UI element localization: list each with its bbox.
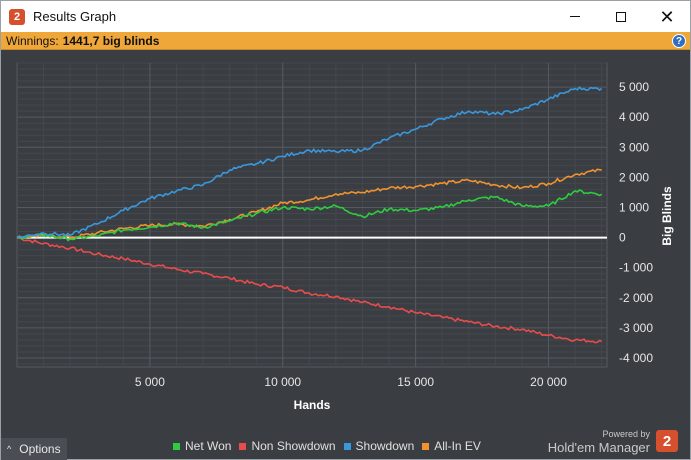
help-icon[interactable]: ?	[672, 34, 686, 48]
legend-item-showdown[interactable]: Showdown	[343, 439, 415, 453]
y-tick-label: 4 000	[619, 110, 649, 124]
y-tick-label: -2 000	[619, 291, 653, 305]
legend-item-net-won[interactable]: Net Won	[173, 439, 231, 453]
chart-lines	[16, 86, 603, 344]
legend-label: Net Won	[185, 439, 232, 453]
legend-label: Showdown	[355, 439, 415, 453]
powered-by: Powered by Hold'em Manager	[548, 429, 650, 455]
close-button[interactable]: ✕	[644, 1, 690, 32]
maximize-button[interactable]	[598, 1, 644, 32]
app-logo-icon: 2	[9, 8, 25, 25]
results-chart: 5 000 4 000 3 000 2 000 1 000 0 -1 000 -2 000 -3…	[1, 51, 690, 435]
legend-swatch	[173, 442, 180, 450]
options-button[interactable]: ^ Options	[1, 438, 67, 460]
maximize-icon	[616, 11, 626, 22]
title-bar[interactable]: 2 Results Graph ✕	[1, 1, 690, 32]
legend-item-all-in-ev[interactable]: All-In EV	[422, 439, 481, 453]
minimize-icon	[570, 16, 580, 17]
y-tick-label: -3 000	[619, 321, 653, 335]
legend-swatch	[239, 442, 247, 450]
chart-svg: 5 000 4 000 3 000 2 000 1 000 0 -1 000 -2 000 -3…	[16, 62, 674, 412]
series-line-all-in-ev	[16, 168, 602, 240]
legend-label: Non Showdown	[251, 439, 336, 453]
bottom-bar: ^ Options Net Won Non Showdown Showdown …	[1, 429, 690, 460]
series-line-non-showdown	[16, 236, 603, 344]
y-tick-label: 2 000	[619, 170, 649, 184]
legend-label: All-In EV	[434, 439, 481, 453]
x-tick-label: 5 000	[135, 375, 165, 389]
minimize-button[interactable]	[552, 1, 598, 32]
x-tick-label: 10 000	[264, 375, 301, 389]
caret-up-icon: ^	[7, 444, 12, 454]
x-tick-label: 20 000	[530, 375, 567, 389]
y-axis-label: Big Blinds	[660, 186, 674, 246]
window-controls: ✕	[552, 1, 690, 32]
winnings-label: Winnings:	[6, 33, 59, 48]
powered-by-label: Powered by	[602, 429, 650, 439]
y-tick-label: 0	[619, 231, 626, 245]
brand-name: Hold'em Manager	[547, 440, 650, 455]
x-tick-label: 15 000	[397, 375, 434, 389]
brand-logo-icon: 2	[656, 430, 678, 452]
legend-swatch	[343, 442, 351, 450]
chart-legend: Net Won Non Showdown Showdown All-In EV	[173, 439, 481, 453]
y-tick-label: 3 000	[619, 140, 649, 154]
close-icon: ✕	[659, 6, 675, 27]
y-tick-label: 1 000	[619, 200, 649, 214]
winnings-value: 1441,7 big blinds	[62, 33, 160, 48]
winnings-bar: Winnings: 1441,7 big blinds ?	[1, 32, 690, 50]
y-tick-label: -4 000	[619, 351, 653, 365]
options-label: Options	[19, 442, 61, 456]
series-line-net-won	[16, 189, 603, 242]
y-tick-label: 5 000	[619, 80, 649, 94]
legend-item-non-showdown[interactable]: Non Showdown	[239, 439, 336, 453]
legend-swatch	[422, 442, 430, 450]
series-line-showdown	[16, 86, 603, 239]
chart-ticks: 5 000 4 000 3 000 2 000 1 000 0 -1 000 -2 000 -3…	[135, 80, 653, 389]
y-tick-label: -1 000	[619, 261, 653, 275]
x-axis-label: Hands	[294, 398, 331, 412]
chart-grid	[16, 62, 608, 368]
window-title: Results Graph	[33, 9, 117, 24]
